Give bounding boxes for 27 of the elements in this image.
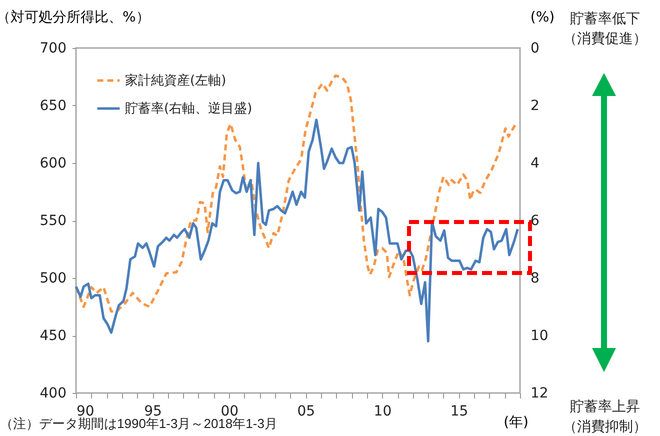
y2-tick-label: 6 (530, 213, 540, 229)
line-series (74, 74, 518, 313)
y2-tick-label: 0 (530, 40, 540, 56)
text: 貯蓄率上昇（消費抑制） (562, 397, 648, 436)
x-tick-label: 10 (374, 404, 392, 420)
y-tick-label: 450 (40, 328, 66, 344)
y2-tick-label: 2 (530, 98, 540, 114)
y-tick-label: 500 (40, 270, 66, 286)
text: （注）データ期間は1990年1-3月～2018年1-3月 (0, 416, 278, 431)
x-axis-title: (年) (504, 414, 528, 430)
y2-tick-label: 10 (530, 328, 548, 344)
legend-label: 家計純資産(左軸) (125, 72, 226, 88)
legend-label: 貯蓄率(右軸、逆目盛) (125, 100, 252, 116)
x-tick-label: 15 (450, 404, 468, 420)
y2-tick-label: 8 (530, 270, 540, 286)
line-series (74, 118, 519, 342)
y-tick-label: 700 (40, 40, 66, 56)
y-tick-label: 400 (40, 386, 66, 402)
y2-tick-label: 4 (530, 156, 540, 172)
y-tick-label: 650 (40, 98, 66, 114)
y-tick-label: 600 (40, 156, 66, 172)
y2-tick-label: 12 (530, 386, 548, 402)
text: 貯蓄率低下（消費促進） (562, 9, 648, 48)
y-tick-label: 550 (40, 213, 66, 229)
x-tick-label: 05 (297, 404, 316, 420)
y-axis-title: （対可処分所得比、%） (0, 10, 150, 26)
y2-axis-title: (%) (530, 10, 555, 26)
